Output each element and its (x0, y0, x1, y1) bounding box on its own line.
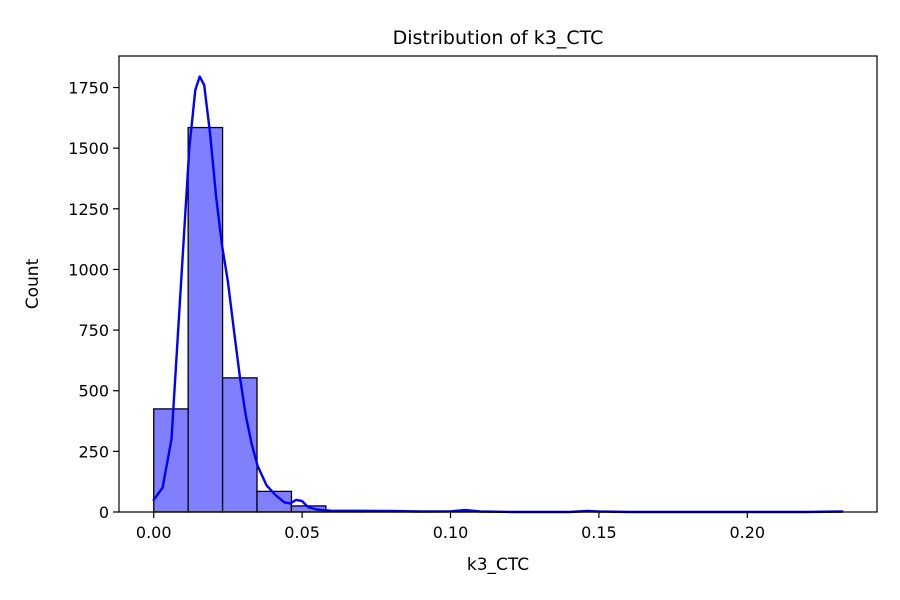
y-tick-label: 1000 (68, 260, 109, 279)
y-tick-label: 1500 (68, 139, 109, 158)
plot-area-frame (118, 55, 878, 513)
x-tick-label: 0.10 (433, 523, 469, 542)
histogram-bar (187, 126, 224, 513)
x-tick-label: 0.05 (284, 523, 320, 542)
chart-title: Distribution of k3_CTC (393, 27, 604, 49)
y-tick-label: 1250 (68, 200, 109, 219)
y-tick-label: 0 (99, 503, 109, 522)
y-axis-label: Count (23, 258, 43, 309)
x-tick-label: 0.15 (581, 523, 617, 542)
y-tick-label: 500 (78, 382, 109, 401)
x-axis-label: k3_CTC (467, 555, 529, 575)
x-tick-label: 0.00 (136, 523, 172, 542)
x-axis: 0.00 0.05 0.10 0.15 0.20 (136, 512, 765, 542)
y-tick-label: 250 (78, 442, 109, 461)
y-tick-label: 1750 (68, 79, 109, 98)
y-axis: 0 250 500 750 1000 1250 1500 1750 (68, 79, 119, 522)
x-tick-label: 0.20 (729, 523, 765, 542)
y-tick-label: 750 (78, 321, 109, 340)
histogram-bar (153, 408, 189, 513)
